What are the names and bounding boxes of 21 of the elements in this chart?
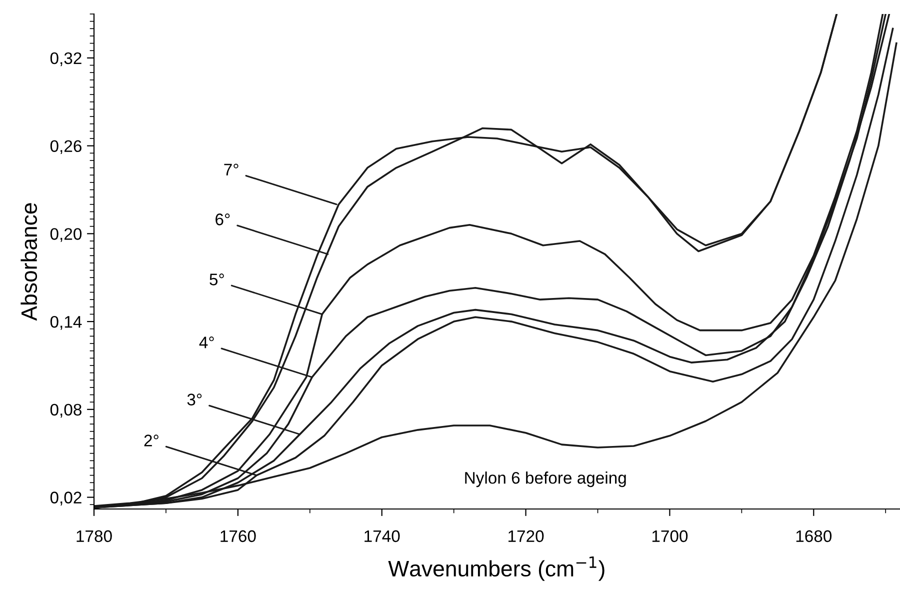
y-tick-label: 0,14: [50, 316, 82, 330]
x-tick-label: 1780: [76, 530, 112, 542]
annotation: Nylon 6 before ageing: [465, 472, 626, 488]
annotation: 3°: [187, 394, 202, 406]
annotation: 7°: [224, 164, 238, 176]
annotation: 2°: [144, 434, 158, 446]
y-tick-label: 0,08: [50, 404, 82, 418]
annotation: 5°: [210, 274, 224, 286]
y-tick-label: 0,20: [50, 228, 82, 242]
x-tick-label: 1680: [796, 530, 832, 542]
y-tick-label: 0,32: [50, 52, 82, 66]
y-tick-label: 0,26: [50, 140, 82, 154]
annotation: 4°: [199, 336, 214, 348]
x-tick-label: 1700: [652, 530, 688, 542]
x-axis-title: Wavenumbers (cm$^{−1}$): [388, 556, 604, 581]
y-axis-title: Absorbance: [20, 203, 38, 321]
y-tick-label: 0,02: [50, 492, 82, 506]
x-tick-label: 1760: [220, 530, 256, 542]
x-tick-label: 1720: [508, 530, 544, 542]
x-tick-label: 1740: [364, 530, 400, 542]
annotation: 6°: [216, 214, 230, 226]
